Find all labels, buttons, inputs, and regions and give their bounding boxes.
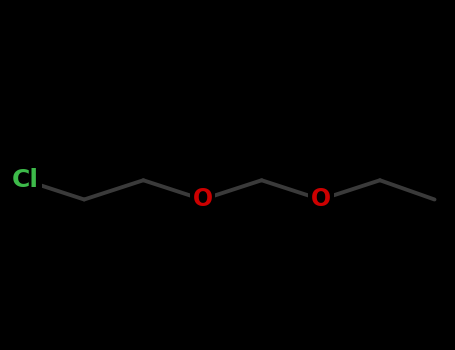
Text: O: O <box>192 188 212 211</box>
Text: Cl: Cl <box>11 168 39 192</box>
Text: O: O <box>311 188 331 211</box>
